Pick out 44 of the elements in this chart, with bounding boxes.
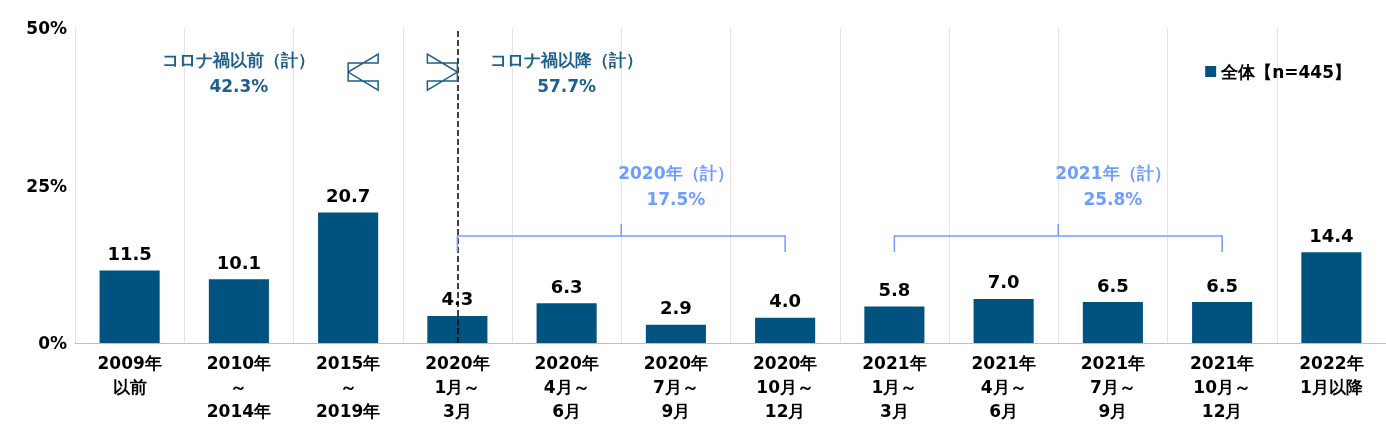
data-label: 6.5 xyxy=(1206,274,1239,296)
data-label: 7.0 xyxy=(987,271,1020,293)
data-label: 6.5 xyxy=(1096,274,1129,296)
bar xyxy=(536,303,597,343)
legend-label: 全体【n=445】 xyxy=(1220,61,1352,82)
x-tick-label: 2009年以前 xyxy=(97,353,162,397)
x-tick-label: 2020年7月～9月 xyxy=(643,353,709,421)
data-label: 6.3 xyxy=(550,275,583,297)
y-tick-label: 0% xyxy=(38,333,67,353)
data-label: 14.4 xyxy=(1309,224,1354,246)
bar xyxy=(1192,302,1253,343)
bar xyxy=(1301,252,1362,343)
annotation: コロナ禍以前（計） 42.3% xyxy=(162,49,316,96)
bar xyxy=(1082,302,1143,343)
x-tick-label: 2021年10月～12月 xyxy=(1189,353,1255,421)
annotation: 2021年（計） 25.8% xyxy=(1055,162,1171,209)
bar xyxy=(99,270,160,343)
data-label: 20.7 xyxy=(325,185,371,207)
data-label: 5.8 xyxy=(878,278,911,300)
data-label: 4.3 xyxy=(441,288,474,310)
bar xyxy=(755,317,816,343)
bar xyxy=(645,324,706,343)
x-tick-label: 2010年～2014年 xyxy=(206,353,272,421)
x-tick-label: 2020年4月～6月 xyxy=(534,353,599,421)
y-tick-label: 25% xyxy=(26,175,67,196)
annotation: コロナ禍以降（計） 57.7% xyxy=(490,49,644,96)
x-tick-label: 2021年4月～6月 xyxy=(971,353,1036,421)
bar xyxy=(208,279,269,343)
x-tick-label: 2020年1月～3月 xyxy=(425,353,490,421)
x-tick-label: 2015年～2019年 xyxy=(315,353,381,421)
annotation: 2020年（計） 17.5% xyxy=(618,162,734,209)
bar xyxy=(318,212,379,343)
bar xyxy=(427,315,488,343)
x-tick-label: 2022年1月以降 xyxy=(1299,353,1364,397)
data-label: 4.0 xyxy=(769,290,802,312)
bar xyxy=(864,306,925,343)
x-tick-label: 2020年10月～12月 xyxy=(752,353,818,421)
data-label: 2.9 xyxy=(659,297,692,319)
x-tick-label: 2021年7月～9月 xyxy=(1080,353,1146,421)
data-label: 10.1 xyxy=(216,251,262,273)
bar xyxy=(973,298,1034,343)
y-tick-label: 50% xyxy=(26,18,67,38)
data-label: 11.5 xyxy=(107,243,152,265)
x-tick-label: 2021年1月～3月 xyxy=(862,353,927,421)
